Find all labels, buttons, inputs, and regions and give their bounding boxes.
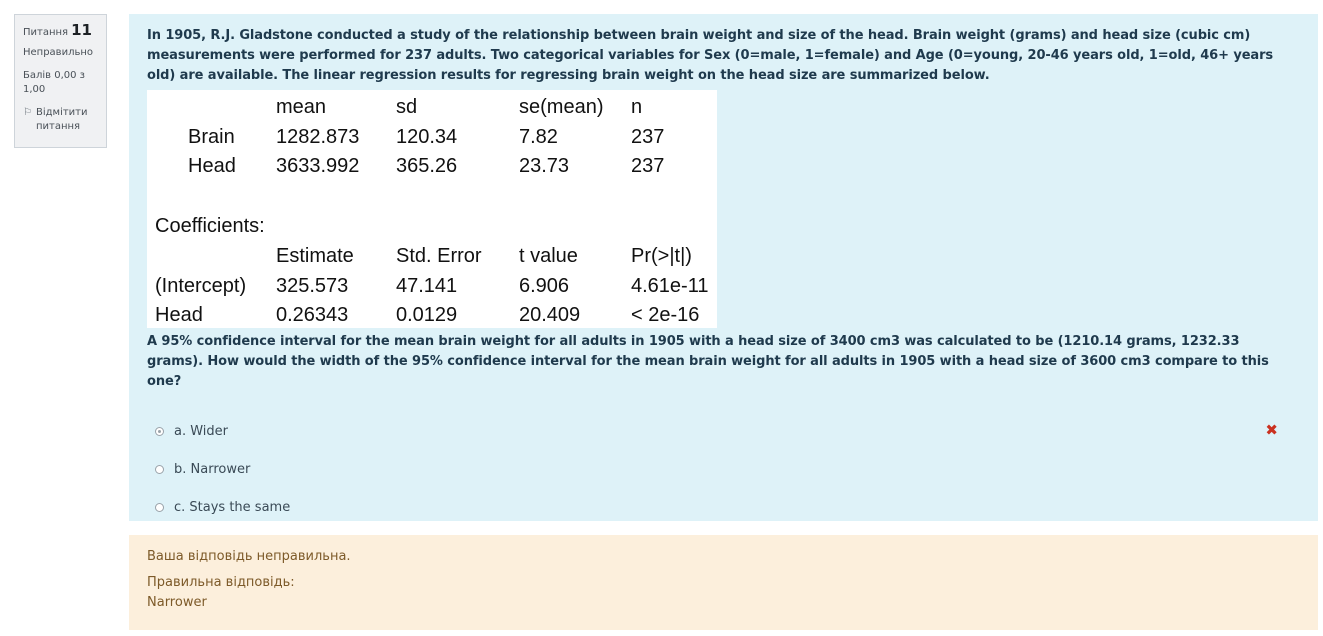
coef-cell: 47.141 [396,275,458,297]
coefficients-title: Coefficients: [155,215,265,237]
coef-row-label: (Intercept) [155,275,247,297]
summary-cell: 237 [631,126,665,148]
summary-cell: 120.34 [396,126,458,148]
question-formulation: In 1905, R.J. Gladstone conducted a stud… [129,14,1318,521]
coef-header: Pr(>|t|) [631,245,692,267]
coef-cell: 20.409 [519,304,581,326]
cross-icon: ✖ [1265,421,1278,439]
coef-cell: < 2e-16 [631,304,700,326]
regression-output-image: mean sd se(mean) n Brain 1282.873 120.34… [147,90,717,328]
flag-icon: ⚐ [23,107,32,118]
answer-options: a. Wider ✖ b. Narrower c. Stays the same [147,412,1300,526]
answer-radio-c[interactable] [155,502,164,512]
flag-question-link[interactable]: ⚐ Відмітити питання [23,106,103,134]
question-number-value: 11 [71,21,92,39]
coef-cell: 0.0129 [396,304,458,326]
summary-row-label: Head [188,155,236,177]
question-prefix: Питання [23,27,69,38]
summary-header: sd [396,96,418,118]
correct-answer-label: Правильна відповідь: [147,575,295,590]
summary-cell: 23.73 [519,155,570,177]
summary-header: se(mean) [519,96,604,118]
answer-option-b[interactable]: b. Narrower [147,450,1300,488]
answer-label-b: b. Narrower [174,461,251,477]
coef-cell: 4.61e-11 [631,275,709,297]
flag-question-label: Відмітити питання [35,107,88,132]
coef-header: Estimate [276,245,354,267]
summary-header: mean [276,96,327,118]
question-text-followup: A 95% confidence interval for the mean b… [147,334,1269,389]
summary-row-label: Brain [188,126,235,148]
answer-option-a[interactable]: a. Wider ✖ [147,412,1300,450]
coef-row-label: Head [155,304,203,326]
summary-cell: 7.82 [519,126,558,148]
answer-option-c[interactable]: c. Stays the same [147,488,1300,526]
summary-cell: 365.26 [396,155,458,177]
correct-answer: Narrower [147,595,207,610]
summary-cell: 237 [631,155,665,177]
answer-label-c: c. Stays the same [174,499,291,515]
answer-radio-b[interactable] [155,464,164,474]
coef-cell: 325.573 [276,275,349,297]
coef-header: t value [519,245,578,267]
outcome-feedback: Ваша відповідь неправильна. Правильна ві… [129,535,1318,630]
question-text: In 1905, R.J. Gladstone conducted a stud… [147,28,1274,83]
summary-cell: 3633.992 [276,155,360,177]
question-state: Неправильно [23,47,94,58]
question-info-panel: Питання 11 Неправильно Балів 0,00 з 1,00… [14,14,107,148]
summary-cell: 1282.873 [276,126,360,148]
answer-label-a: a. Wider [174,423,229,439]
question-number: Питання 11 [23,23,100,40]
coef-header: Std. Error [396,245,482,267]
coef-cell: 0.26343 [276,304,349,326]
answer-radio-a[interactable] [155,426,164,436]
feedback-result: Ваша відповідь неправильна. [147,549,351,564]
question-grade: Балів 0,00 з 1,00 [23,70,85,95]
coef-cell: 6.906 [519,275,570,297]
summary-header: n [631,96,643,118]
